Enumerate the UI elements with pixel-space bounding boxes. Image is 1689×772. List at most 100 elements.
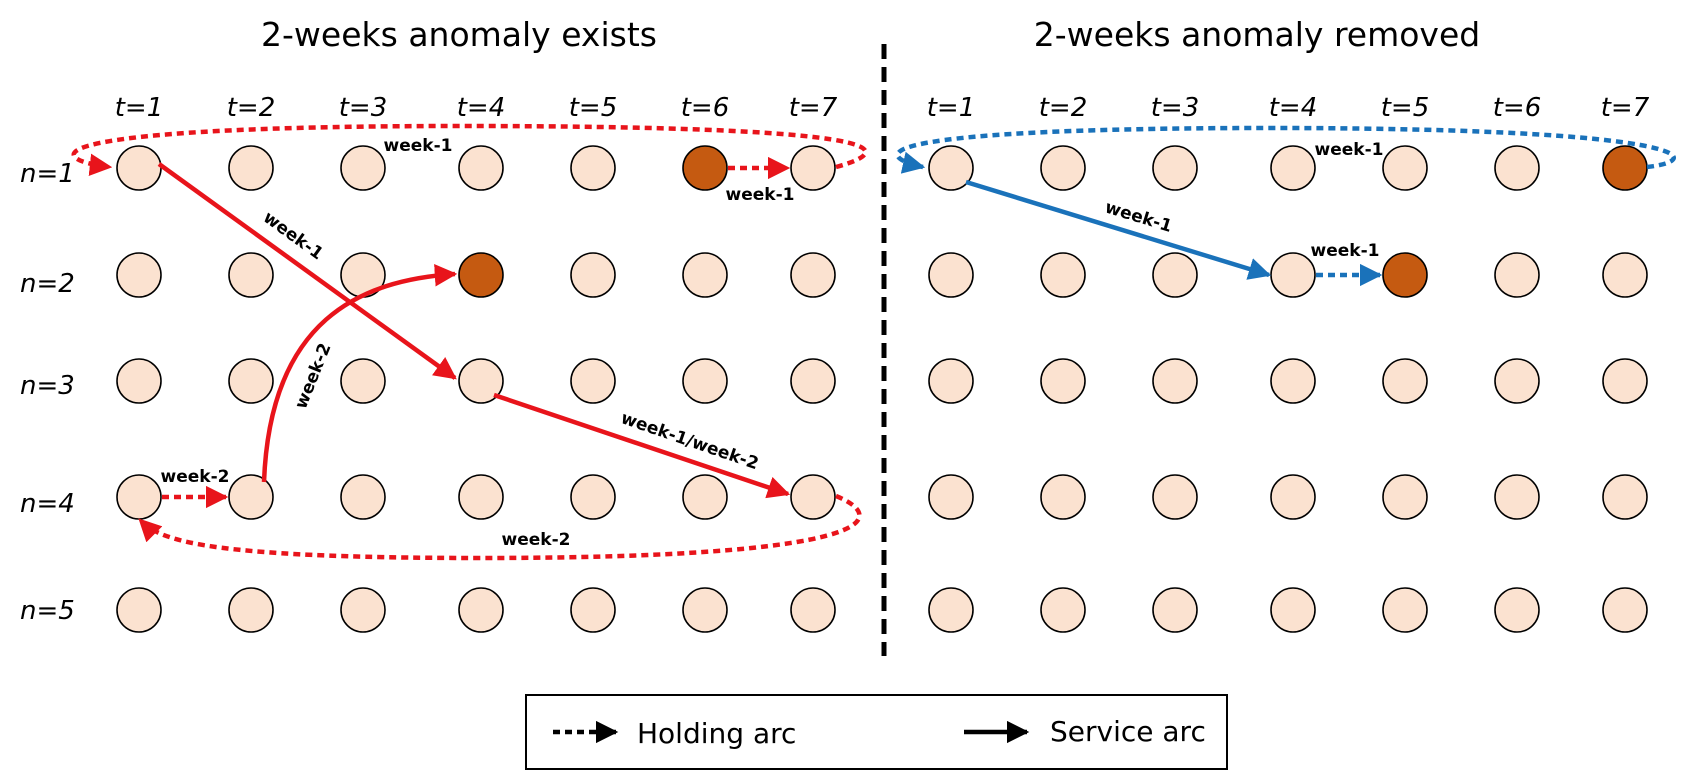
right-node-n1-t4 [1270,145,1316,191]
right-node-n5-t3 [1152,587,1198,633]
time-label: t=2 [227,93,276,123]
right-node-n1-t5 [1382,145,1428,191]
right-panel-title: 2-weeks anomaly removed [1034,15,1480,54]
left-node-n4-t4 [458,474,504,520]
legend-holding-label: Holding arc [637,717,796,750]
left-node-n2-t2 [228,252,274,298]
node-label: n=2 [20,269,75,299]
right-node-n3-t7 [1602,358,1648,404]
left-node-n1-t5 [570,145,616,191]
left-node-n1-t3 [340,145,386,191]
left-node-n1-t2 [228,145,274,191]
left-node-n1-t4 [458,145,504,191]
left-node-n5-t7 [790,587,836,633]
right-node-n4-t5 [1382,474,1428,520]
service-arc-n1-n2-right [965,179,1272,280]
right-node-n4-t7 [1602,474,1648,520]
right-node-n1-t1 [928,145,974,191]
left-node-n3-t5 [570,358,616,404]
right-node-n5-t6 [1494,587,1540,633]
left-panel-title: 2-weeks anomaly exists [261,15,657,54]
right-node-n3-t4 [1270,358,1316,404]
left-node-n3-t2 [228,358,274,404]
wrap-holding-arc-n1-right [895,125,1676,174]
node-label: n=4 [20,489,75,519]
left-node-n4-t2 [228,474,274,520]
time-label: t=4 [1269,93,1318,123]
arc-label-service-n1-n3: week-1 [259,208,327,265]
left-node-n2-t6 [682,252,728,298]
left-node-n5-t2 [228,587,274,633]
legend-box [525,694,1228,770]
time-label: t=5 [569,93,618,123]
arc-label-hold-n1-t6: week-1 [726,185,795,205]
time-label: t=6 [1493,93,1542,123]
right-node-n5-t4 [1270,587,1316,633]
time-label: t=6 [681,93,730,123]
right-node-n5-t5 [1382,587,1428,633]
node-label: n=5 [20,596,75,626]
right-node-n2-t4 [1270,252,1316,298]
time-label: t=3 [1151,93,1200,123]
right-node-n5-t7 [1602,587,1648,633]
right-node-n2-t7 [1602,252,1648,298]
legend-service-label: Service arc [1050,715,1206,748]
right-node-n4-t3 [1152,474,1198,520]
left-node-n4-t6 [682,474,728,520]
left-node-n5-t5 [570,587,616,633]
right-node-n1-t6 [1494,145,1540,191]
node-labels: n=1 n=2 n=3 n=4 n=5 [20,159,75,626]
right-node-n4-t4 [1270,474,1316,520]
left-node-n3-t3 [340,358,386,404]
arc-label-wrap-n4: week-2 [502,530,571,550]
right-node-n4-t2 [1040,474,1086,520]
time-label: t=1 [115,93,164,123]
arc-label-wrap-n1-right: week-1 [1315,140,1384,160]
right-node-grid [928,145,1648,633]
right-node-n1-t2 [1040,145,1086,191]
right-node-n3-t2 [1040,358,1086,404]
arc-label-wrap-n1: week-1 [384,136,453,156]
service-arc-n4-n2 [261,264,458,483]
left-node-n1-t7 [790,145,836,191]
right-node-n1-t7 [1602,145,1648,191]
left-node-n5-t3 [340,587,386,633]
left-time-labels: t=1 t=2 t=3 t=4 t=5 t=6 t=7 [115,93,838,123]
arc-label-service-n1-n2-right: week-1 [1103,198,1175,237]
right-node-n4-t6 [1494,474,1540,520]
service-arc-n3-n4 [493,392,791,499]
right-node-n3-t5 [1382,358,1428,404]
left-node-n4-t1 [116,474,162,520]
right-node-n4-t1 [928,474,974,520]
right-node-n2-t1 [928,252,974,298]
node-label: n=1 [20,159,75,189]
arc-label-service-n3-n4: week-1/week-2 [618,408,761,474]
legend: Holding arc Service arc [525,694,1228,770]
right-node-n2-t5 [1382,252,1428,298]
right-node-n3-t1 [928,358,974,404]
node-label: n=3 [20,371,75,401]
left-node-grid [116,145,836,633]
left-node-n2-t4 [458,252,504,298]
arc-label-hold-n2-t4-right: week-1 [1311,241,1380,261]
left-node-n3-t4 [458,358,504,404]
left-node-n2-t1 [116,252,162,298]
right-node-n1-t3 [1152,145,1198,191]
wrap-holding-arc-n1 [71,123,868,177]
service-arc-n1-n3 [157,162,457,380]
left-node-n3-t6 [682,358,728,404]
left-node-n5-t6 [682,587,728,633]
arc-label-hold-n4-t1: week-2 [161,467,230,487]
time-label: t=1 [927,93,976,123]
time-label: t=7 [1601,93,1650,123]
left-node-n4-t3 [340,474,386,520]
time-label: t=2 [1039,93,1088,123]
left-node-n2-t7 [790,252,836,298]
time-label: t=4 [457,93,506,123]
right-node-n2-t3 [1152,252,1198,298]
right-node-n3-t3 [1152,358,1198,404]
time-label: t=3 [339,93,388,123]
left-node-n1-t1 [116,145,162,191]
right-node-n2-t6 [1494,252,1540,298]
